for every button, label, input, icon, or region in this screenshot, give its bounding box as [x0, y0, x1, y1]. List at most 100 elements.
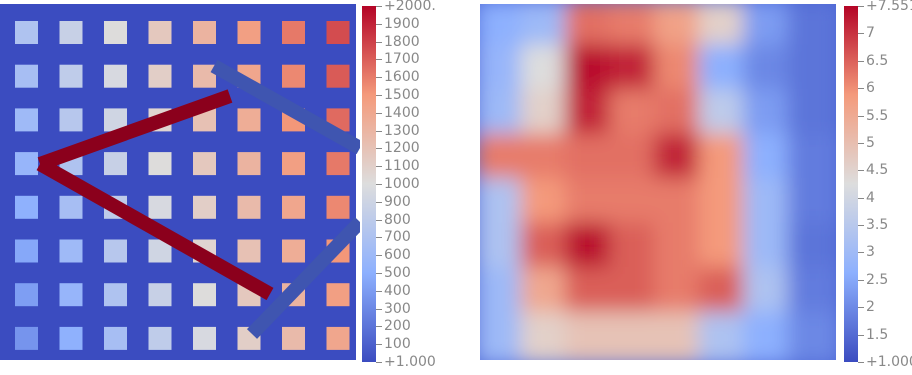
colorbar-tick-label: +7.551 [866, 0, 912, 14]
grid-square [282, 64, 305, 88]
colorbar-tick [376, 112, 382, 114]
grid-square [104, 108, 127, 132]
grid-square [15, 283, 38, 307]
grid-square [193, 21, 216, 44]
colorbar-tick-label: 7 [866, 25, 875, 42]
grid-square [15, 195, 38, 219]
colorbar-tick-label: +2000. [384, 0, 436, 14]
colorbar-tick [858, 252, 864, 254]
colorbar-tick-label: 1500 [384, 87, 420, 103]
colorbar-tick [858, 88, 864, 90]
colorbar-tick [376, 290, 382, 292]
grid-square [326, 195, 350, 219]
colorbar-tick-label: 1.5 [866, 326, 889, 343]
colorbar-tick [858, 142, 864, 144]
colorbar-tick [858, 197, 864, 199]
grid-square [104, 152, 127, 176]
left-colorbar-gradient [362, 6, 376, 362]
colorbar-tick-label: 3.5 [866, 217, 889, 234]
grid-square [282, 152, 305, 176]
colorbar-tick-label: 6.5 [866, 52, 889, 69]
colorbar-tick [376, 41, 382, 43]
grid-square [237, 108, 261, 132]
colorbar-tick-label: 1100 [384, 158, 420, 175]
colorbar-tick [376, 362, 382, 363]
colorbar-tick [858, 307, 864, 309]
grid-square [148, 152, 172, 176]
colorbar-tick-label: 1600 [384, 69, 420, 86]
colorbar-tick [376, 95, 382, 96]
grid-square [326, 152, 350, 176]
colorbar-tick [858, 33, 864, 35]
grid-square [193, 152, 216, 176]
grid-square [326, 21, 350, 44]
grid-square [282, 326, 305, 350]
colorbar-tick [858, 279, 864, 281]
grid-square [282, 195, 305, 219]
inclusion-bar-blue [246, 217, 360, 339]
colorbar-tick [858, 115, 864, 117]
grid-square [104, 326, 127, 350]
grid-square [148, 64, 172, 88]
colorbar-tick [376, 23, 382, 25]
grid-square [15, 108, 38, 132]
grid-square [237, 195, 261, 219]
grid-square [148, 21, 172, 44]
colorbar-tick-label: 2.5 [866, 271, 889, 288]
right-colorbar: +7.551 7 6.5 6 5.5 5 4.5 4 3.5 3 2.5 2 1.5 +1.000 [844, 0, 912, 369]
grid-square [326, 326, 350, 350]
colorbar-tick [376, 166, 382, 168]
colorbar-tick-label: 200 [384, 318, 411, 335]
colorbar-tick [858, 6, 864, 7]
colorbar-tick-label: 5.5 [866, 107, 889, 124]
left-colorbar: +2000. 1900 1800 1700 1600 1500 1400 1300 1200 11… [362, 0, 472, 370]
grid-square [193, 195, 216, 219]
colorbar-tick [376, 219, 382, 221]
grid-square [326, 64, 350, 88]
colorbar-tick-label: 600 [384, 247, 411, 264]
grid-square [15, 64, 38, 88]
grid-square [59, 64, 83, 88]
colorbar-tick-label: 700 [384, 229, 411, 246]
grid-square [148, 326, 172, 350]
inclusion-bar-blue [210, 59, 360, 155]
grid-square [237, 21, 261, 44]
colorbar-tick-label: 300 [384, 300, 411, 317]
grid-square [104, 283, 127, 307]
colorbar-tick [376, 59, 382, 61]
colorbar-tick [376, 77, 382, 79]
colorbar-tick-label: 3 [866, 244, 875, 261]
colorbar-tick [376, 326, 382, 328]
colorbar-tick-label: 1700 [384, 51, 420, 68]
grid-square [59, 195, 83, 219]
colorbar-tick [376, 148, 382, 150]
grid-square [148, 283, 172, 307]
colorbar-tick-label: 4 [866, 189, 875, 206]
colorbar-tick-label: 100 [384, 336, 411, 353]
colorbar-tick [858, 362, 864, 363]
grid-square [148, 195, 172, 219]
colorbar-tick-label: 1200 [384, 140, 420, 157]
grid-square [104, 21, 127, 44]
grid-square [104, 239, 127, 263]
grid-square [282, 21, 305, 44]
colorbar-tick-label: 1900 [384, 15, 420, 32]
colorbar-tick [376, 344, 382, 346]
grid-square [15, 152, 38, 176]
colorbar-tick-label: 900 [384, 193, 411, 210]
colorbar-tick-label: 500 [384, 265, 411, 281]
colorbar-tick-label: 1300 [384, 122, 420, 139]
right-field-plot [480, 4, 836, 360]
right-colorbar-gradient [844, 6, 858, 362]
colorbar-tick-label: 800 [384, 211, 411, 228]
grid-square [59, 326, 83, 350]
grid-square [104, 64, 127, 88]
colorbar-tick [376, 237, 382, 239]
grid-square [193, 64, 216, 88]
colorbar-tick-label: +1.000 [384, 354, 436, 370]
colorbar-tick-label: 400 [384, 282, 411, 299]
grid-square [59, 283, 83, 307]
colorbar-tick [376, 184, 382, 185]
grid-square [237, 152, 261, 176]
colorbar-tick [376, 6, 382, 7]
